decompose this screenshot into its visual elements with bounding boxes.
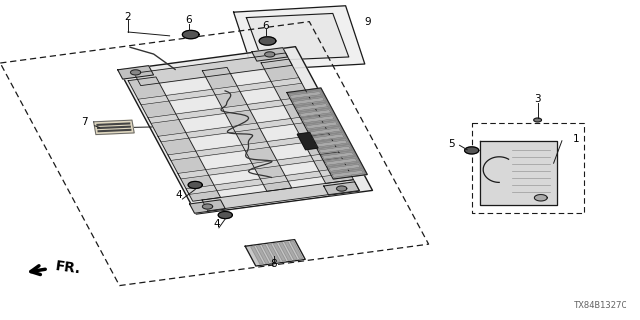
Polygon shape	[182, 30, 199, 39]
Polygon shape	[337, 186, 347, 191]
Polygon shape	[93, 120, 134, 135]
Polygon shape	[298, 132, 318, 150]
Polygon shape	[245, 240, 305, 266]
Polygon shape	[268, 244, 280, 262]
Polygon shape	[252, 48, 288, 61]
Text: 8: 8	[271, 259, 277, 269]
Polygon shape	[287, 88, 367, 179]
Polygon shape	[296, 104, 328, 111]
Polygon shape	[118, 66, 154, 79]
Polygon shape	[128, 77, 221, 201]
Polygon shape	[324, 182, 360, 195]
Polygon shape	[465, 147, 479, 154]
Polygon shape	[189, 200, 225, 213]
Polygon shape	[257, 246, 269, 263]
Polygon shape	[309, 128, 340, 135]
Text: FR.: FR.	[54, 259, 82, 276]
Polygon shape	[323, 152, 354, 159]
Text: 3: 3	[534, 94, 541, 104]
Polygon shape	[319, 146, 350, 153]
Polygon shape	[134, 53, 292, 86]
Polygon shape	[188, 181, 202, 188]
Polygon shape	[246, 13, 349, 61]
Text: 2: 2	[125, 12, 131, 22]
Polygon shape	[332, 170, 364, 177]
Text: 5: 5	[449, 139, 455, 149]
Text: 9: 9	[365, 17, 371, 28]
Polygon shape	[329, 164, 360, 171]
Text: 6: 6	[186, 15, 192, 25]
Polygon shape	[251, 246, 263, 264]
Polygon shape	[291, 241, 303, 259]
Polygon shape	[279, 243, 291, 260]
Polygon shape	[234, 6, 365, 70]
Polygon shape	[158, 115, 322, 142]
Polygon shape	[202, 204, 212, 209]
Polygon shape	[316, 140, 347, 147]
Text: 1: 1	[573, 134, 579, 144]
Polygon shape	[131, 70, 141, 75]
Polygon shape	[202, 68, 292, 191]
Polygon shape	[178, 152, 342, 179]
Text: 7: 7	[81, 117, 88, 127]
Polygon shape	[285, 242, 297, 260]
Polygon shape	[534, 195, 547, 201]
Polygon shape	[138, 78, 302, 105]
Polygon shape	[186, 167, 350, 195]
Polygon shape	[326, 158, 357, 165]
Polygon shape	[259, 37, 276, 45]
Text: TX84B1327C: TX84B1327C	[573, 301, 627, 310]
Polygon shape	[306, 122, 337, 129]
Polygon shape	[303, 116, 334, 123]
Polygon shape	[168, 133, 332, 160]
Polygon shape	[273, 243, 285, 261]
Polygon shape	[265, 52, 275, 57]
Polygon shape	[261, 59, 353, 183]
Text: 6: 6	[262, 21, 269, 31]
Polygon shape	[300, 110, 331, 117]
Polygon shape	[293, 98, 324, 105]
Polygon shape	[119, 47, 372, 214]
Polygon shape	[480, 141, 557, 205]
Polygon shape	[290, 92, 321, 99]
Polygon shape	[312, 134, 344, 141]
Polygon shape	[534, 118, 541, 122]
Polygon shape	[262, 245, 275, 263]
Polygon shape	[148, 96, 312, 123]
Text: 4: 4	[176, 190, 182, 200]
Text: 4: 4	[213, 219, 220, 229]
Polygon shape	[218, 212, 232, 219]
Polygon shape	[202, 180, 359, 211]
